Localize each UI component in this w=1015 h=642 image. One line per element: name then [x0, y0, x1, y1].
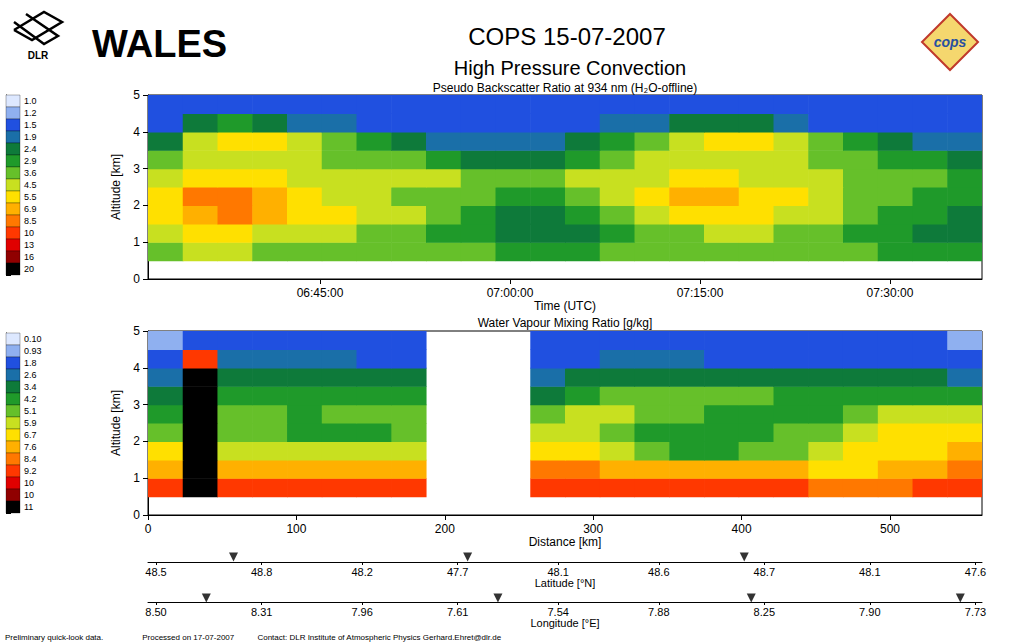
- svg-text:3: 3: [133, 162, 140, 176]
- svg-text:200: 200: [435, 522, 455, 536]
- svg-text:48.8: 48.8: [251, 566, 272, 578]
- svg-text:5: 5: [133, 88, 140, 102]
- svg-text:2.4: 2.4: [24, 144, 37, 154]
- svg-text:48.2: 48.2: [351, 566, 372, 578]
- svg-text:7.54: 7.54: [547, 606, 568, 618]
- svg-text:6.7: 6.7: [24, 430, 37, 440]
- svg-text:1.8: 1.8: [24, 358, 37, 368]
- svg-text:1.5: 1.5: [24, 120, 37, 130]
- svg-text:0: 0: [133, 272, 140, 286]
- svg-text:07:00:00: 07:00:00: [487, 286, 534, 300]
- svg-text:0.10: 0.10: [24, 334, 42, 344]
- svg-text:WALES: WALES: [92, 23, 227, 65]
- svg-text:Time (UTC): Time (UTC): [534, 299, 596, 313]
- svg-text:300: 300: [583, 522, 603, 536]
- svg-text:47.6: 47.6: [965, 566, 986, 578]
- svg-text:4.5: 4.5: [24, 180, 37, 190]
- svg-text:0: 0: [145, 522, 152, 536]
- svg-text:Water Vapour Mixing Ratio [g/k: Water Vapour Mixing Ratio [g/kg]: [478, 316, 653, 330]
- svg-text:4: 4: [133, 361, 140, 375]
- svg-text:5.1: 5.1: [24, 406, 37, 416]
- svg-text:8.31: 8.31: [251, 606, 272, 618]
- svg-text:400: 400: [732, 522, 752, 536]
- svg-text:07:30:00: 07:30:00: [867, 286, 914, 300]
- svg-text:1.2: 1.2: [24, 108, 37, 118]
- svg-text:10: 10: [24, 490, 34, 500]
- svg-text:7.88: 7.88: [648, 606, 669, 618]
- svg-text:7.96: 7.96: [351, 606, 372, 618]
- svg-text:13: 13: [24, 240, 34, 250]
- svg-text:cops: cops: [934, 34, 967, 50]
- svg-text:4.2: 4.2: [24, 394, 37, 404]
- svg-text:16: 16: [24, 252, 34, 262]
- svg-text:7.61: 7.61: [447, 606, 468, 618]
- svg-text:DLR: DLR: [28, 50, 49, 61]
- svg-text:5.5: 5.5: [24, 192, 37, 202]
- svg-text:3.4: 3.4: [24, 382, 37, 392]
- svg-text:48.5: 48.5: [145, 566, 166, 578]
- svg-text:Latitude [°N]: Latitude [°N]: [535, 577, 596, 589]
- svg-text:48.6: 48.6: [648, 566, 669, 578]
- svg-text:4: 4: [133, 125, 140, 139]
- svg-text:06:45:00: 06:45:00: [297, 286, 344, 300]
- svg-text:Altitude [km]: Altitude [km]: [109, 154, 123, 220]
- svg-text:High Pressure Convection: High Pressure Convection: [454, 57, 686, 79]
- svg-text:2.6: 2.6: [24, 370, 37, 380]
- svg-text:1.9: 1.9: [24, 132, 37, 142]
- svg-text:9.2: 9.2: [24, 466, 37, 476]
- svg-text:0: 0: [133, 508, 140, 522]
- svg-text:1: 1: [133, 471, 140, 485]
- svg-text:2.9: 2.9: [24, 156, 37, 166]
- svg-text:48.7: 48.7: [754, 566, 775, 578]
- svg-text:Altitude [km]: Altitude [km]: [109, 390, 123, 456]
- svg-text:47.7: 47.7: [447, 566, 468, 578]
- svg-text:1.0: 1.0: [24, 96, 37, 106]
- svg-text:5.9: 5.9: [24, 418, 37, 428]
- svg-text:2: 2: [133, 434, 140, 448]
- svg-text:8.5: 8.5: [24, 216, 37, 226]
- svg-text:10: 10: [24, 478, 34, 488]
- svg-text:2: 2: [133, 198, 140, 212]
- svg-text:11: 11: [24, 502, 33, 512]
- svg-text:8.4: 8.4: [24, 454, 37, 464]
- svg-text:7.6: 7.6: [24, 442, 37, 452]
- svg-text:Contact: DLR Institute of Atmo: Contact: DLR Institute of Atmospheric Ph…: [257, 633, 501, 642]
- svg-text:0.93: 0.93: [24, 346, 42, 356]
- svg-text:8.25: 8.25: [754, 606, 775, 618]
- svg-text:8.50: 8.50: [145, 606, 166, 618]
- svg-text:Longitude [°E]: Longitude [°E]: [530, 617, 599, 629]
- svg-text:3: 3: [133, 398, 140, 412]
- svg-text:3.6: 3.6: [24, 168, 37, 178]
- svg-text:48.1: 48.1: [859, 566, 880, 578]
- svg-text:48.1: 48.1: [547, 566, 568, 578]
- svg-text:100: 100: [286, 522, 306, 536]
- svg-text:COPS 15-07-2007: COPS 15-07-2007: [468, 23, 665, 50]
- svg-text:Preliminary quick-look data.: Preliminary quick-look data.: [5, 633, 103, 642]
- svg-text:5: 5: [133, 324, 140, 338]
- svg-text:10: 10: [24, 228, 34, 238]
- svg-text:7.90: 7.90: [859, 606, 880, 618]
- svg-text:07:15:00: 07:15:00: [677, 286, 724, 300]
- svg-text:1: 1: [133, 235, 140, 249]
- svg-text:500: 500: [880, 522, 900, 536]
- svg-text:Processed on 17-07-2007: Processed on 17-07-2007: [142, 633, 235, 642]
- svg-text:6.9: 6.9: [24, 204, 37, 214]
- svg-text:7.73: 7.73: [965, 606, 986, 618]
- svg-text:20: 20: [24, 264, 34, 274]
- svg-text:Distance [km]: Distance [km]: [529, 535, 602, 549]
- svg-text:Pseudo Backscatter Ratio at 93: Pseudo Backscatter Ratio at 934 nm (H₂O-…: [433, 81, 698, 95]
